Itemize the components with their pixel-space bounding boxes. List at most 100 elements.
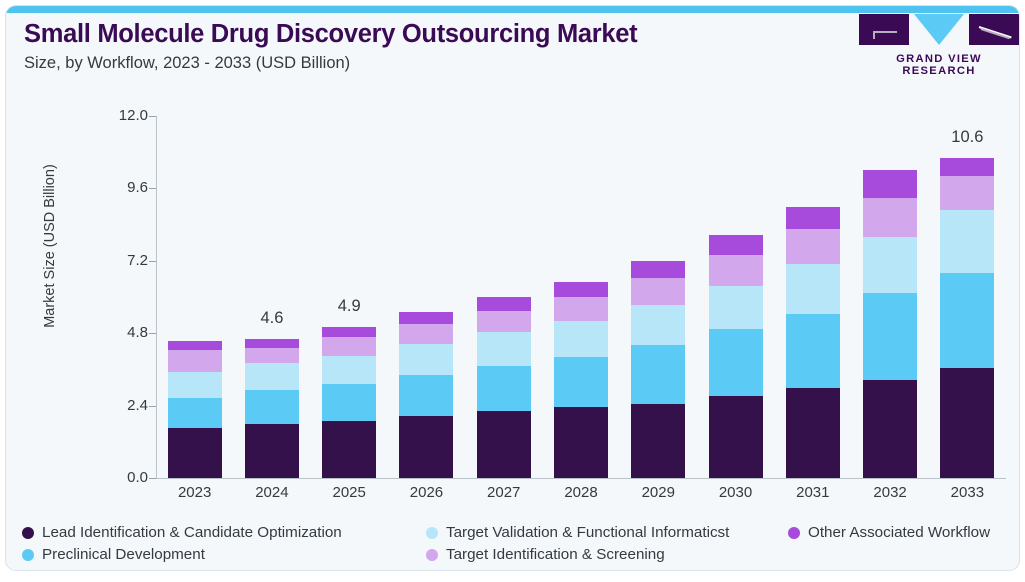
stacked-bar[interactable]	[863, 170, 918, 478]
bar-segment[interactable]	[631, 305, 686, 345]
stacked-bar[interactable]	[631, 260, 686, 478]
legend-item[interactable]: Target Validation & Functional Informati…	[426, 524, 729, 541]
y-axis-tick-mark	[149, 188, 156, 190]
stacked-bar[interactable]	[322, 327, 377, 478]
bar-segment[interactable]	[554, 321, 608, 358]
bar-segment[interactable]	[167, 428, 222, 478]
bar-segment[interactable]	[244, 348, 299, 364]
bar-segment[interactable]	[785, 229, 840, 264]
x-axis-tick-label: 2023	[177, 484, 212, 501]
bar-segment[interactable]	[476, 310, 531, 333]
stacked-bar[interactable]	[167, 340, 222, 478]
y-axis-tick-label: 9.6	[127, 179, 148, 197]
bar-segment[interactable]	[167, 372, 222, 399]
chart-legend: Lead Identification & Candidate Optimiza…	[22, 516, 1011, 568]
bar-segment[interactable]	[399, 416, 454, 478]
bar-segment[interactable]	[863, 197, 918, 237]
bar-segment[interactable]	[708, 395, 763, 478]
stacked-bar[interactable]	[476, 297, 531, 478]
bar-segment[interactable]	[940, 367, 995, 478]
bar-segment[interactable]	[631, 403, 686, 478]
bar-segment[interactable]	[399, 312, 454, 325]
legend-color-swatch-icon	[22, 526, 34, 539]
bar-segment[interactable]	[708, 285, 763, 329]
bar-segment[interactable]	[708, 328, 763, 396]
bar-segment[interactable]	[940, 272, 995, 368]
stacked-bar[interactable]	[554, 281, 608, 478]
x-axis-tick-label: 2032	[873, 484, 907, 501]
x-axis-tick-label: 2027	[487, 484, 521, 501]
chart-header: Small Molecule Drug Discovery Outsourcin…	[24, 20, 1003, 90]
y-axis-line	[156, 116, 157, 478]
bar-segment[interactable]	[322, 337, 377, 356]
bar-segment[interactable]	[863, 236, 918, 293]
bar-segment[interactable]	[708, 235, 763, 255]
bar-segment[interactable]	[399, 374, 454, 417]
bar-segment[interactable]	[940, 158, 995, 177]
bar-segment[interactable]	[631, 260, 686, 279]
bar-segment[interactable]	[322, 421, 377, 478]
y-axis-tick-label: 4.8	[127, 324, 148, 342]
legend-color-swatch-icon	[426, 548, 438, 561]
bar-segment[interactable]	[476, 411, 531, 478]
x-axis-tick-label: 2029	[641, 484, 675, 501]
bar-segment[interactable]	[244, 339, 299, 349]
stacked-bar[interactable]	[399, 312, 454, 478]
x-axis-tick-label: 2024	[255, 484, 289, 501]
bar-segment[interactable]	[476, 332, 531, 366]
stacked-bar[interactable]	[244, 339, 299, 478]
legend-item[interactable]: Target Identification & Screening	[426, 546, 665, 563]
legend-label: Other Associated Workflow	[808, 524, 991, 541]
stacked-bar[interactable]	[940, 158, 995, 478]
legend-label: Target Validation & Functional Informati…	[446, 524, 730, 541]
bar-segment[interactable]	[554, 297, 608, 322]
legend-label: Target Identification & Screening	[446, 546, 665, 563]
y-axis-label: Market Size (USD Billion)	[42, 164, 58, 328]
y-axis-tick-label: 0.0	[127, 469, 148, 486]
bar-segment[interactable]	[554, 357, 608, 407]
x-axis-tick-label: 2030	[718, 484, 753, 501]
bar-segment[interactable]	[785, 387, 840, 478]
stacked-bar[interactable]	[785, 206, 840, 478]
chart-card: Small Molecule Drug Discovery Outsourcin…	[6, 6, 1019, 570]
bar-segment[interactable]	[167, 349, 222, 373]
bar-total-label: 4.9	[337, 297, 361, 316]
bar-segment[interactable]	[322, 355, 377, 385]
logo-box-left-icon	[859, 14, 909, 45]
y-axis-tick-mark	[149, 405, 156, 407]
bar-segment[interactable]	[399, 344, 454, 375]
x-axis-tick-label: 2028	[564, 484, 598, 501]
bar-segment[interactable]	[244, 363, 299, 390]
bar-segment[interactable]	[708, 254, 763, 286]
stacked-bar[interactable]	[708, 235, 763, 478]
bar-segment[interactable]	[631, 278, 686, 306]
bar-segment[interactable]	[322, 327, 377, 338]
bar-segment[interactable]	[244, 424, 299, 478]
bar-segment[interactable]	[785, 206, 840, 230]
y-axis-tick-mark	[149, 116, 156, 117]
bar-segment[interactable]	[476, 297, 531, 311]
bar-segment[interactable]	[631, 344, 686, 404]
y-axis-tick-mark	[149, 478, 156, 479]
bar-segment[interactable]	[322, 384, 377, 421]
bar-segment[interactable]	[940, 209, 995, 273]
x-axis-tick-label: 2025	[332, 484, 366, 501]
bar-segment[interactable]	[863, 170, 918, 198]
x-axis-line	[156, 478, 1006, 479]
bar-segment[interactable]	[167, 398, 222, 429]
bar-segment[interactable]	[785, 313, 840, 388]
bar-segment[interactable]	[244, 389, 299, 425]
legend-item[interactable]: Preclinical Development	[22, 546, 205, 563]
bar-segment[interactable]	[940, 176, 995, 210]
bar-segment[interactable]	[863, 292, 918, 380]
bar-segment[interactable]	[785, 263, 840, 314]
x-axis-tick-label: 2033	[950, 484, 985, 501]
bar-segment[interactable]	[476, 365, 531, 412]
legend-item[interactable]: Other Associated Workflow	[788, 524, 990, 541]
bar-segment[interactable]	[167, 340, 222, 350]
legend-item[interactable]: Lead Identification & Candidate Optimiza…	[22, 524, 342, 541]
bar-segment[interactable]	[863, 379, 918, 478]
bar-segment[interactable]	[399, 324, 454, 345]
bar-segment[interactable]	[554, 281, 608, 298]
bar-segment[interactable]	[554, 406, 608, 478]
